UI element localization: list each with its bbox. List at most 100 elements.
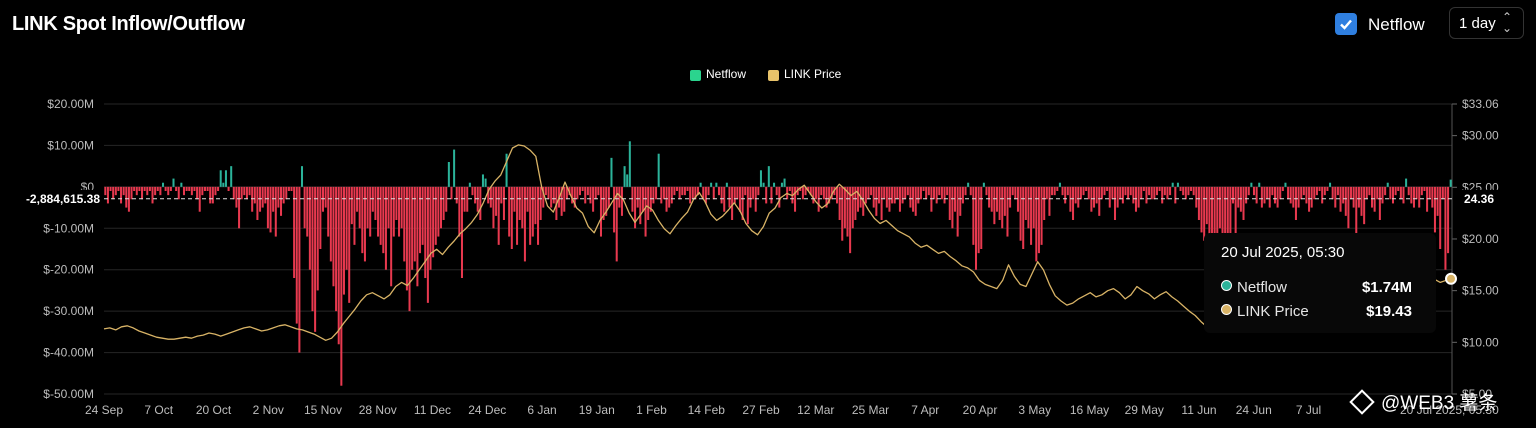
netflow-bar-outflow [209, 186, 212, 204]
netflow-bar-outflow [424, 186, 427, 278]
netflow-bar-outflow [1355, 186, 1358, 237]
legend-link-price[interactable]: LINK Price [784, 67, 842, 81]
tooltip-netflow-value: $1.74M [1361, 279, 1412, 296]
netflow-bar-outflow [765, 186, 768, 204]
netflow-bar-inflow [180, 182, 183, 187]
netflow-bar-outflow [1200, 186, 1203, 233]
netflow-bar-outflow [1051, 186, 1054, 196]
netflow-bar-outflow [1003, 186, 1006, 216]
netflow-bar-outflow [458, 186, 461, 237]
x-tick-label: 20 Apr [963, 403, 998, 417]
netflow-bar-outflow [615, 186, 618, 262]
netflow-bar-outflow [1085, 186, 1088, 191]
netflow-bar-outflow [1079, 186, 1082, 200]
netflow-bar-outflow [1326, 186, 1329, 191]
netflow-bar-outflow [563, 186, 566, 212]
netflow-bar-outflow [917, 186, 920, 204]
netflow-bar-outflow [841, 186, 844, 241]
netflow-bar-outflow [489, 186, 492, 208]
netflow-bar-outflow [196, 186, 199, 200]
netflow-bar-outflow [778, 186, 781, 208]
netflow-bar-outflow [977, 186, 980, 254]
netflow-bar-inflow [505, 153, 508, 187]
netflow-bar-inflow [1171, 182, 1174, 187]
netflow-bar-inflow [219, 170, 222, 187]
netflow-bar-outflow [240, 186, 243, 200]
x-tick-label: 11 Jun [1181, 403, 1216, 417]
netflow-bar-outflow [248, 186, 251, 196]
netflow-bar-outflow [1242, 186, 1245, 220]
netflow-bar-outflow [395, 186, 398, 220]
netflow-bar-outflow [1043, 186, 1046, 220]
netflow-bar-outflow [303, 186, 306, 229]
netflow-bar-outflow [1268, 186, 1271, 208]
netflow-bar-outflow [426, 186, 429, 303]
netflow-bar-outflow [584, 186, 587, 204]
netflow-bar-outflow [1266, 186, 1269, 200]
netflow-bar-outflow [1169, 186, 1172, 196]
interval-select[interactable]: 1 day ⌃ ⌄ [1449, 7, 1524, 39]
netflow-checkbox-label[interactable]: Netflow [1368, 15, 1425, 34]
crosshair-left-label-bg [8, 189, 104, 208]
x-tick-label: 24 Dec [468, 403, 506, 417]
netflow-bar-outflow [206, 186, 209, 191]
netflow-bar-outflow [1161, 186, 1164, 204]
netflow-bar-outflow [405, 186, 408, 291]
netflow-bar-inflow [715, 182, 718, 187]
netflow-bar-outflow [1158, 186, 1161, 191]
netflow-bar-outflow [466, 186, 469, 212]
netflow-bar-outflow [261, 186, 264, 208]
netflow-bar-outflow [130, 186, 133, 200]
netflow-bar-outflow [232, 186, 235, 200]
x-tick-label: 3 May [1018, 403, 1051, 417]
x-tick-label: 11 Dec [414, 403, 451, 417]
netflow-bar-outflow [586, 186, 589, 196]
netflow-bar-outflow [1182, 186, 1185, 196]
netflow-bar-outflow [335, 186, 338, 312]
netflow-bar-outflow [1436, 186, 1439, 216]
netflow-bar-inflow [610, 157, 613, 187]
netflow-bar-outflow [1184, 186, 1187, 200]
netflow-bar-outflow [1412, 186, 1415, 208]
netflow-bar-outflow [1174, 186, 1177, 204]
netflow-bar-inflow [172, 178, 175, 187]
netflow-bar-outflow [741, 186, 744, 220]
hover-price-marker [1445, 272, 1457, 285]
netflow-bar-outflow [1418, 186, 1421, 208]
netflow-bar-inflow [1405, 178, 1408, 187]
netflow-bar-outflow [169, 186, 172, 191]
netflow-bar-outflow [1179, 186, 1182, 191]
netflow-bar-outflow [1098, 186, 1101, 216]
netflow-bar-inflow [783, 178, 786, 187]
netflow-bar-outflow [720, 186, 723, 204]
netflow-bar-outflow [337, 186, 340, 345]
netflow-bar-outflow [788, 186, 791, 191]
netflow-bar-outflow [419, 186, 422, 254]
x-tick-label: 24 Sep [85, 403, 123, 417]
netflow-bar-outflow [1074, 186, 1077, 204]
netflow-bar-outflow [573, 186, 576, 208]
y-left-tick-label: $-50.00M [43, 387, 94, 401]
netflow-bar-outflow [1124, 186, 1127, 196]
netflow-bar-outflow [175, 186, 178, 191]
netflow-bar-outflow [1045, 186, 1048, 200]
legend-netflow[interactable]: Netflow [706, 67, 747, 81]
netflow-bar-outflow [914, 186, 917, 216]
netflow-bar-outflow [1111, 186, 1114, 200]
netflow-bar-outflow [366, 186, 369, 229]
netflow-bar-outflow [880, 186, 883, 220]
netflow-bar-outflow [1376, 186, 1379, 200]
netflow-checkbox[interactable] [1335, 13, 1357, 35]
netflow-bar-inflow [1258, 182, 1261, 187]
crosshair-right-label-bg [1456, 189, 1508, 208]
netflow-bar-outflow [891, 186, 894, 204]
netflow-bar-inflow [1329, 182, 1332, 187]
netflow-bar-outflow [269, 186, 272, 233]
netflow-bar-outflow [120, 186, 123, 204]
netflow-bar-outflow [749, 186, 752, 208]
netflow-bar-outflow [1137, 186, 1140, 208]
netflow-bar-outflow [537, 186, 540, 245]
netflow-bar-outflow [681, 186, 684, 196]
netflow-bar-outflow [770, 186, 773, 204]
